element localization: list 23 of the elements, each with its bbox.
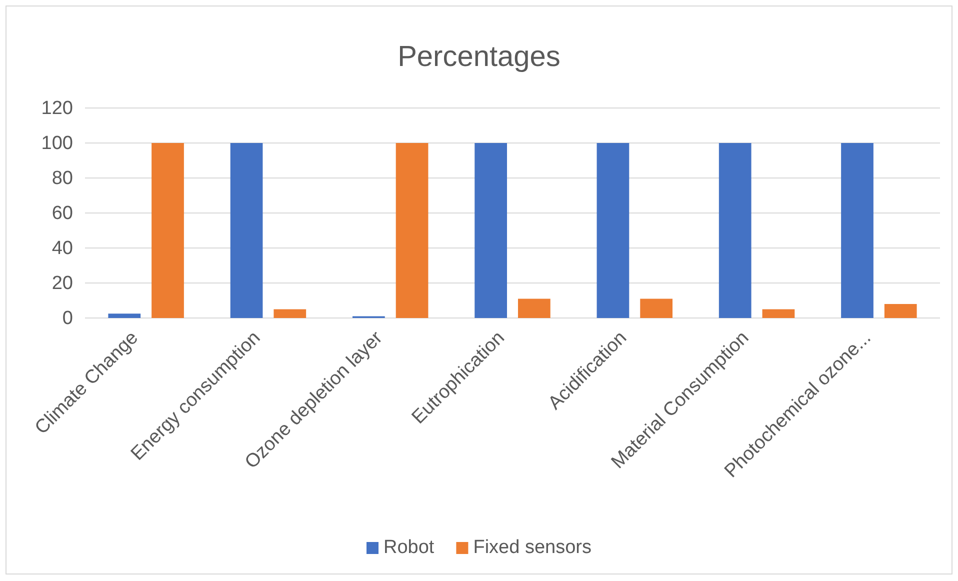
- bar: [274, 309, 306, 318]
- y-tick-label: 40: [52, 238, 73, 260]
- bar: [841, 143, 874, 318]
- y-tick-label: 120: [41, 98, 73, 120]
- legend-label: Fixed sensors: [473, 537, 592, 558]
- legend-label: Robot: [384, 537, 435, 558]
- bar: [640, 298, 673, 318]
- bar: [152, 143, 184, 318]
- bar: [596, 143, 630, 318]
- bar: [396, 143, 428, 318]
- y-tick-label: 20: [52, 273, 73, 294]
- y-tick-label: 60: [52, 203, 73, 224]
- bar: [762, 309, 795, 318]
- bar: [718, 143, 752, 318]
- y-tick-label: 80: [52, 168, 73, 190]
- chart-title: Percentages: [398, 41, 560, 73]
- bar: [230, 143, 263, 318]
- bar: [474, 143, 508, 318]
- bar: [884, 304, 917, 318]
- y-tick-label: 100: [41, 133, 73, 154]
- bar: [518, 298, 550, 318]
- y-tick-label: 0: [62, 308, 73, 330]
- bar: [108, 314, 141, 318]
